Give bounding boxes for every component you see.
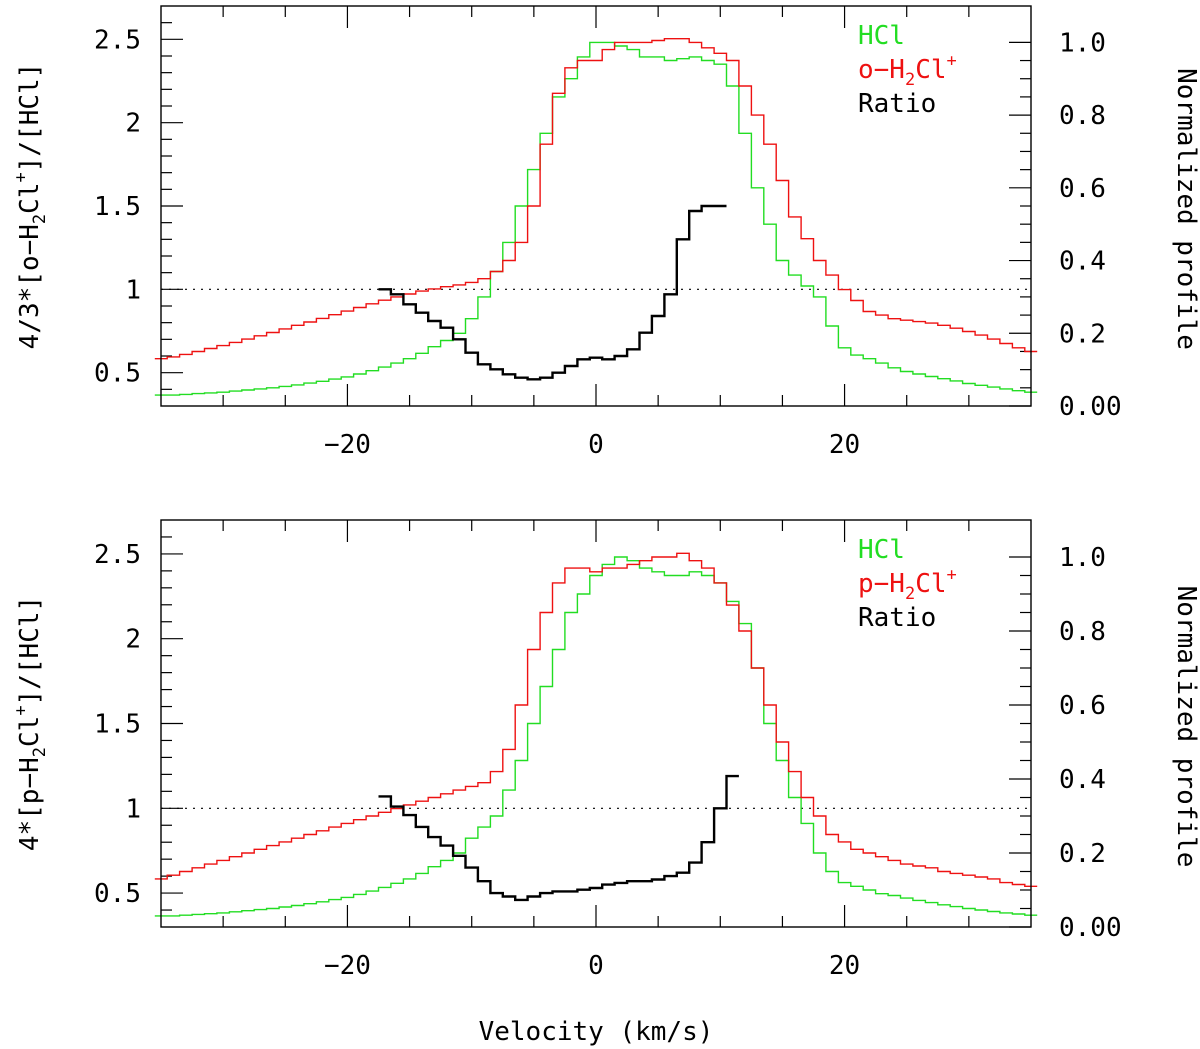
y-right-tick-label: 0.00 [1059,913,1122,943]
y-right-tick-label: 1.0 [1059,543,1106,573]
series-o-h2cl- [154,38,1038,360]
y-left-tick-label: 1.5 [94,710,141,740]
y-right-tick-label: 0.4 [1059,247,1106,277]
y-right-tick-label: 0.2 [1059,319,1106,349]
x-tick-label: 0 [588,430,604,460]
y-left-tick-label: 1.5 [94,192,141,222]
panel-bottom: −20 0 20 0.5 1 1.5 2 2.5 0.00 0.2 0.4 0.6 0.8 1.0 4*[p… [11,519,1200,981]
y-left-tick-label: 2.5 [94,540,141,570]
y-right-tick-label: 0.2 [1059,839,1106,869]
x-axis-label: Velocity (km/s) [479,1017,714,1047]
legend-ratio: Ratio [858,89,936,119]
legend-p-h2cl-: p−H2Cl+ [858,565,957,604]
legend-ratio: Ratio [858,603,936,633]
series-p-h2cl- [154,552,1038,887]
plot-frame [160,5,1032,407]
y-right-axis-label: Normalized profile [1171,68,1200,350]
series-hcl [154,556,1038,917]
y-right-tick-label: 0.8 [1059,617,1106,647]
y-right-tick-label: 0.6 [1059,174,1106,204]
series-ratio [378,204,727,381]
y-left-tick-label: 0.5 [94,879,141,909]
y-left-tick-label: 2 [125,625,141,655]
x-tick-label: −20 [324,951,371,981]
y-right-tick-label: 0.6 [1059,691,1106,721]
y-left-axis-label: 4*[p−H2Cl+]/[HCl] [11,596,50,851]
legend-hcl: HCl [858,535,905,565]
y-right-tick-label: 0.8 [1059,101,1106,131]
y-left-tick-label: 2.5 [94,25,141,55]
series-hcl [154,41,1038,396]
panel-top: −20 0 20 0.5 1 1.5 2 2.5 0.00 0.2 0.4 0.6 0.8 1.0 4/3*… [11,5,1200,460]
y-left-tick-label: 1 [125,794,141,824]
y-left-tick-label: 2 [125,109,141,139]
y-right-tick-label: 0.00 [1059,392,1122,422]
x-tick-label: −20 [324,430,371,460]
y-left-tick-label: 0.5 [94,359,141,389]
y-right-axis-label: Normalized profile [1171,586,1200,868]
x-tick-label: 20 [829,430,860,460]
x-tick-label: 0 [588,951,604,981]
y-left-axis-label: 4/3*[o−H2Cl+]/[HCl] [11,63,50,350]
y-right-tick-label: 1.0 [1059,28,1106,58]
legend-hcl: HCl [858,21,905,51]
y-left-tick-label: 1 [125,275,141,305]
legend-o-h2cl-: o−H2Cl+ [858,51,957,90]
plot-frame [160,519,1032,928]
series-ratio [378,774,739,902]
y-right-tick-label: 0.4 [1059,765,1106,795]
x-tick-label: 20 [829,951,860,981]
